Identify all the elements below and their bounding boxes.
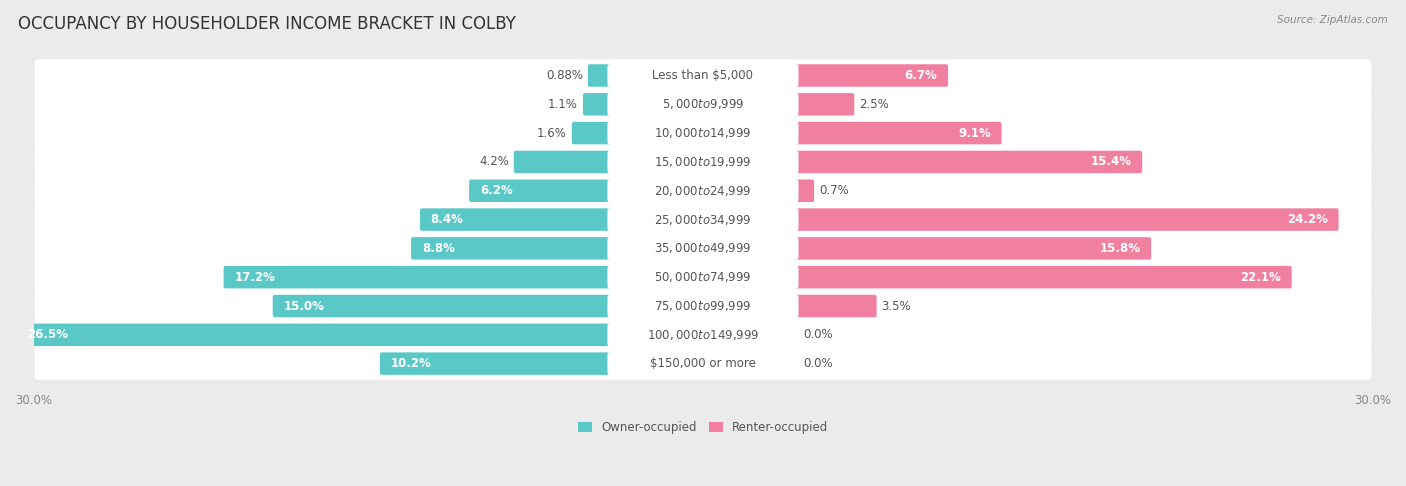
Text: 0.0%: 0.0% (803, 329, 832, 341)
Text: $25,000 to $34,999: $25,000 to $34,999 (654, 212, 752, 226)
FancyBboxPatch shape (35, 174, 1371, 207)
FancyBboxPatch shape (794, 151, 1142, 173)
FancyBboxPatch shape (273, 295, 612, 317)
FancyBboxPatch shape (607, 352, 799, 375)
Text: 15.4%: 15.4% (1091, 156, 1132, 169)
FancyBboxPatch shape (420, 208, 612, 231)
Text: 8.8%: 8.8% (422, 242, 454, 255)
FancyBboxPatch shape (607, 122, 799, 144)
FancyBboxPatch shape (35, 261, 1371, 294)
FancyBboxPatch shape (35, 347, 1371, 380)
Text: 15.0%: 15.0% (284, 299, 325, 312)
Text: 6.2%: 6.2% (479, 184, 513, 197)
FancyBboxPatch shape (794, 93, 855, 116)
FancyBboxPatch shape (607, 64, 799, 87)
Text: $100,000 to $149,999: $100,000 to $149,999 (647, 328, 759, 342)
FancyBboxPatch shape (35, 59, 1371, 92)
FancyBboxPatch shape (794, 295, 876, 317)
FancyBboxPatch shape (35, 88, 1371, 121)
FancyBboxPatch shape (794, 179, 814, 202)
FancyBboxPatch shape (35, 232, 1371, 264)
FancyBboxPatch shape (607, 93, 799, 116)
FancyBboxPatch shape (224, 266, 612, 288)
Text: 6.7%: 6.7% (904, 69, 938, 82)
Text: $50,000 to $74,999: $50,000 to $74,999 (654, 270, 752, 284)
FancyBboxPatch shape (572, 122, 612, 144)
FancyBboxPatch shape (607, 237, 799, 260)
Text: $15,000 to $19,999: $15,000 to $19,999 (654, 155, 752, 169)
FancyBboxPatch shape (35, 319, 1371, 351)
FancyBboxPatch shape (15, 324, 612, 346)
Text: 3.5%: 3.5% (882, 299, 911, 312)
FancyBboxPatch shape (380, 352, 612, 375)
Text: Less than $5,000: Less than $5,000 (652, 69, 754, 82)
Text: $5,000 to $9,999: $5,000 to $9,999 (662, 97, 744, 111)
FancyBboxPatch shape (607, 208, 799, 231)
Text: $75,000 to $99,999: $75,000 to $99,999 (654, 299, 752, 313)
FancyBboxPatch shape (794, 266, 1292, 288)
Text: $35,000 to $49,999: $35,000 to $49,999 (654, 242, 752, 255)
FancyBboxPatch shape (411, 237, 612, 260)
Text: 17.2%: 17.2% (235, 271, 276, 284)
FancyBboxPatch shape (35, 204, 1371, 236)
Text: 22.1%: 22.1% (1240, 271, 1281, 284)
FancyBboxPatch shape (607, 266, 799, 288)
Text: $150,000 or more: $150,000 or more (650, 357, 756, 370)
FancyBboxPatch shape (35, 290, 1371, 322)
FancyBboxPatch shape (35, 117, 1371, 149)
FancyBboxPatch shape (35, 146, 1371, 178)
Text: 15.8%: 15.8% (1099, 242, 1140, 255)
FancyBboxPatch shape (513, 151, 612, 173)
Text: $20,000 to $24,999: $20,000 to $24,999 (654, 184, 752, 198)
Text: 1.1%: 1.1% (548, 98, 578, 111)
FancyBboxPatch shape (794, 64, 948, 87)
FancyBboxPatch shape (607, 151, 799, 173)
Legend: Owner-occupied, Renter-occupied: Owner-occupied, Renter-occupied (572, 417, 834, 439)
Text: 0.7%: 0.7% (820, 184, 849, 197)
Text: 8.4%: 8.4% (430, 213, 464, 226)
FancyBboxPatch shape (794, 237, 1152, 260)
FancyBboxPatch shape (794, 122, 1001, 144)
FancyBboxPatch shape (583, 93, 612, 116)
Text: OCCUPANCY BY HOUSEHOLDER INCOME BRACKET IN COLBY: OCCUPANCY BY HOUSEHOLDER INCOME BRACKET … (18, 15, 516, 33)
Text: 26.5%: 26.5% (27, 329, 67, 341)
Text: 24.2%: 24.2% (1286, 213, 1327, 226)
FancyBboxPatch shape (588, 64, 612, 87)
Text: 10.2%: 10.2% (391, 357, 432, 370)
Text: 0.0%: 0.0% (803, 357, 832, 370)
Text: 1.6%: 1.6% (537, 127, 567, 139)
Text: 4.2%: 4.2% (479, 156, 509, 169)
FancyBboxPatch shape (607, 295, 799, 317)
Text: 0.88%: 0.88% (546, 69, 583, 82)
Text: 9.1%: 9.1% (957, 127, 991, 139)
Text: $10,000 to $14,999: $10,000 to $14,999 (654, 126, 752, 140)
FancyBboxPatch shape (470, 179, 612, 202)
Text: Source: ZipAtlas.com: Source: ZipAtlas.com (1277, 15, 1388, 25)
FancyBboxPatch shape (607, 324, 799, 346)
FancyBboxPatch shape (607, 179, 799, 202)
Text: 2.5%: 2.5% (859, 98, 889, 111)
FancyBboxPatch shape (794, 208, 1339, 231)
